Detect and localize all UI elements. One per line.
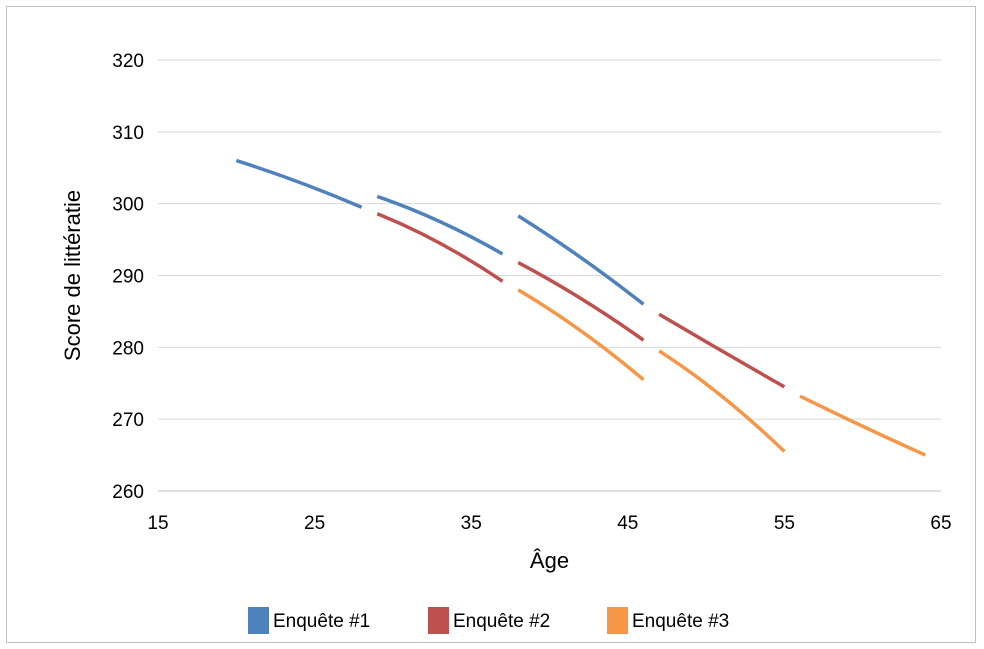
series-line-segment <box>799 394 927 457</box>
y-tick-label: 300 <box>112 195 144 216</box>
y-tick-label: 280 <box>112 338 144 359</box>
y-tick-label: 310 <box>112 123 144 144</box>
legend-swatch <box>607 607 628 634</box>
series-line-segment <box>658 312 786 389</box>
x-axis-title: Âge <box>530 548 569 573</box>
x-axis-ticks: 15 25 35 45 55 65 <box>147 513 951 534</box>
series-line-segment <box>658 349 786 453</box>
x-tick-label: 45 <box>617 513 638 534</box>
y-tick-label: 290 <box>112 267 144 288</box>
series-lines <box>235 158 927 457</box>
y-axis-title: Score de littératie <box>60 190 85 361</box>
legend-swatch <box>428 607 449 634</box>
gridlines <box>158 59 941 420</box>
x-tick-label: 35 <box>461 513 482 534</box>
x-tick-label: 55 <box>774 513 795 534</box>
series-line-segment <box>376 194 504 256</box>
x-tick-label: 15 <box>147 513 168 534</box>
series-line-segment <box>376 212 504 283</box>
y-axis-ticks: 260 270 280 290 300 310 320 <box>112 51 144 503</box>
x-tick-label: 65 <box>930 513 951 534</box>
series-line-segment <box>517 261 645 342</box>
series-line-segment <box>517 288 645 381</box>
legend-label: Enquête #2 <box>453 611 550 632</box>
legend-swatch <box>248 607 269 634</box>
series-line-segment <box>517 214 645 306</box>
y-tick-label: 320 <box>112 51 144 72</box>
chart-frame <box>6 6 976 643</box>
y-tick-label: 260 <box>112 482 144 503</box>
legend: Enquête #1 Enquête #2 Enquête #3 <box>248 607 729 634</box>
y-tick-label: 270 <box>112 410 144 431</box>
legend-label: Enquête #1 <box>273 611 370 632</box>
series-line-segment <box>235 158 363 209</box>
x-tick-label: 25 <box>304 513 325 534</box>
legend-label: Enquête #3 <box>632 611 729 632</box>
